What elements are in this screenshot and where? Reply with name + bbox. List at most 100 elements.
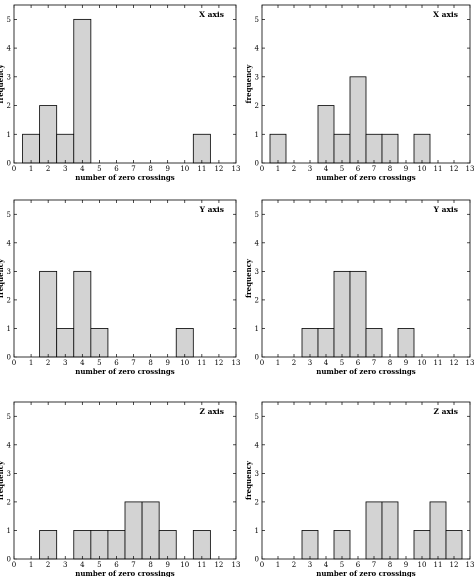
histogram-bar <box>349 76 367 164</box>
x-tick-label: 6 <box>114 561 119 569</box>
y-tick-label: 2 <box>255 102 259 110</box>
chart-title: X axis <box>433 10 458 19</box>
y-tick-label: 5 <box>7 16 11 24</box>
x-tick-label: 6 <box>356 359 361 367</box>
histogram-bar <box>333 530 351 560</box>
x-tick-label: 10 <box>418 359 427 367</box>
x-tick-label: 13 <box>232 561 241 569</box>
y-tick-label: 3 <box>255 470 259 478</box>
x-tick-label: 12 <box>214 165 223 173</box>
x-tick-label: 10 <box>180 165 189 173</box>
histogram-bar <box>39 270 58 358</box>
y-tick-label: 1 <box>7 325 11 333</box>
x-tick-label: 1 <box>276 165 280 173</box>
chart-title: Z axis <box>434 407 459 416</box>
x-tick-label: 4 <box>324 165 329 173</box>
x-tick-label: 7 <box>131 359 135 367</box>
x-tick-label: 9 <box>165 165 169 173</box>
x-tick-label: 11 <box>434 359 443 367</box>
histogram-bar <box>39 530 58 560</box>
x-tick-label: 0 <box>12 561 16 569</box>
x-tick-label: 2 <box>46 165 50 173</box>
x-tick-label: 2 <box>292 165 296 173</box>
x-tick-label: 13 <box>232 359 241 367</box>
x-axis-label: number of zero crossings <box>75 367 175 376</box>
histogram-bar <box>445 530 463 560</box>
y-tick-label: 3 <box>7 268 11 276</box>
plot-frame <box>13 401 237 560</box>
x-tick-label: 7 <box>131 561 135 569</box>
x-tick-label: 1 <box>276 561 280 569</box>
y-tick-label: 3 <box>255 268 259 276</box>
histogram-bar <box>73 530 92 560</box>
histogram-bar <box>365 328 383 358</box>
y-tick-label: 2 <box>255 498 259 506</box>
y-tick-label: 5 <box>7 211 11 219</box>
x-tick-label: 1 <box>29 359 33 367</box>
x-tick-label: 10 <box>180 359 189 367</box>
y-tick-label: 1 <box>255 527 259 535</box>
y-axis-label: frequency <box>244 460 253 500</box>
y-tick-label: 0 <box>255 556 259 564</box>
x-tick-label: 4 <box>80 165 85 173</box>
x-tick-label: 8 <box>388 561 392 569</box>
x-tick-label: 9 <box>404 359 408 367</box>
y-tick-label: 2 <box>7 296 11 304</box>
y-tick-label: 0 <box>255 354 259 362</box>
x-tick-label: 6 <box>114 359 119 367</box>
histogram-bar <box>365 501 383 560</box>
x-tick-label: 10 <box>418 561 427 569</box>
plot-frame <box>13 199 237 358</box>
x-tick-label: 7 <box>372 165 376 173</box>
x-axis-label: number of zero crossings <box>75 173 175 182</box>
x-tick-label: 8 <box>148 561 152 569</box>
x-tick-label: 3 <box>308 561 312 569</box>
x-tick-label: 7 <box>131 165 135 173</box>
y-axis-label: frequency <box>244 64 253 104</box>
x-tick-label: 4 <box>80 561 85 569</box>
x-tick-label: 12 <box>214 359 223 367</box>
x-tick-label: 3 <box>63 359 67 367</box>
x-tick-label: 7 <box>372 359 376 367</box>
x-tick-label: 9 <box>165 359 169 367</box>
x-tick-label: 1 <box>29 561 33 569</box>
x-tick-label: 0 <box>260 561 264 569</box>
chart-title: Y axis <box>199 205 224 214</box>
x-tick-label: 9 <box>404 165 408 173</box>
y-tick-label: 4 <box>255 45 260 53</box>
histogram-bar <box>90 328 109 358</box>
x-axis-label: number of zero crossings <box>316 367 416 376</box>
x-tick-label: 5 <box>340 359 344 367</box>
y-tick-label: 0 <box>7 556 11 564</box>
x-axis-label: number of zero crossings <box>316 173 416 182</box>
y-tick-label: 1 <box>255 325 259 333</box>
plot-frame <box>261 199 471 358</box>
x-tick-label: 11 <box>197 165 206 173</box>
histogram-bar <box>175 328 194 358</box>
x-tick-label: 2 <box>46 359 50 367</box>
histogram-bar <box>413 133 431 164</box>
y-tick-label: 3 <box>7 73 11 81</box>
y-tick-label: 5 <box>255 211 259 219</box>
x-tick-label: 5 <box>97 359 101 367</box>
x-tick-label: 12 <box>450 165 459 173</box>
x-tick-label: 10 <box>418 165 427 173</box>
chart-title: Y axis <box>433 205 458 214</box>
x-tick-label: 0 <box>260 165 264 173</box>
y-tick-label: 5 <box>255 16 259 24</box>
x-tick-label: 0 <box>12 359 16 367</box>
x-tick-label: 4 <box>80 359 85 367</box>
x-tick-label: 8 <box>388 165 392 173</box>
plot-frame <box>261 401 471 560</box>
y-axis-label: frequency <box>0 64 5 104</box>
plot-frame <box>13 4 237 164</box>
x-tick-label: 4 <box>324 359 329 367</box>
x-tick-label: 9 <box>404 561 408 569</box>
